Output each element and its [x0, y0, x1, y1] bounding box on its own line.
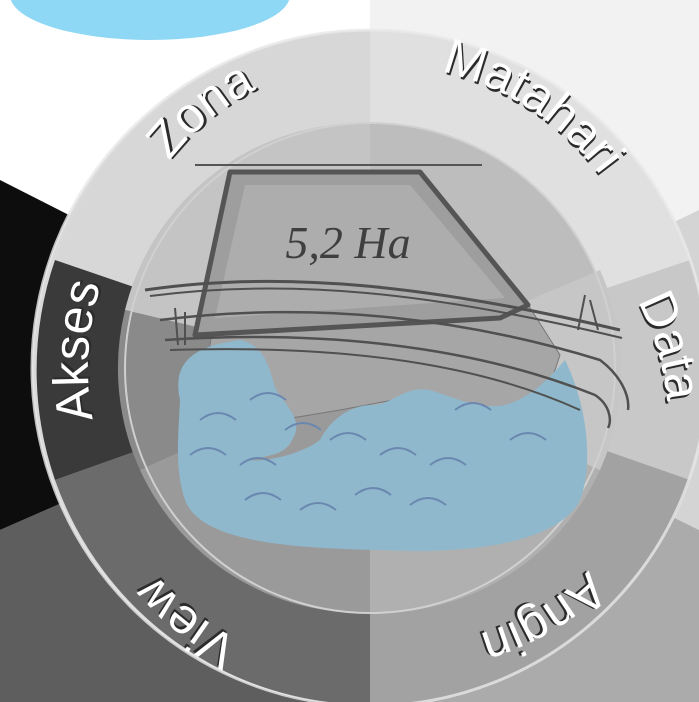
ring-outline	[30, 28, 699, 702]
site-area-label: 5,2 Ha	[285, 217, 410, 268]
roads	[144, 279, 630, 429]
water-body	[177, 340, 588, 551]
sky-cloud-left	[10, 0, 290, 40]
water-waves	[189, 392, 547, 511]
